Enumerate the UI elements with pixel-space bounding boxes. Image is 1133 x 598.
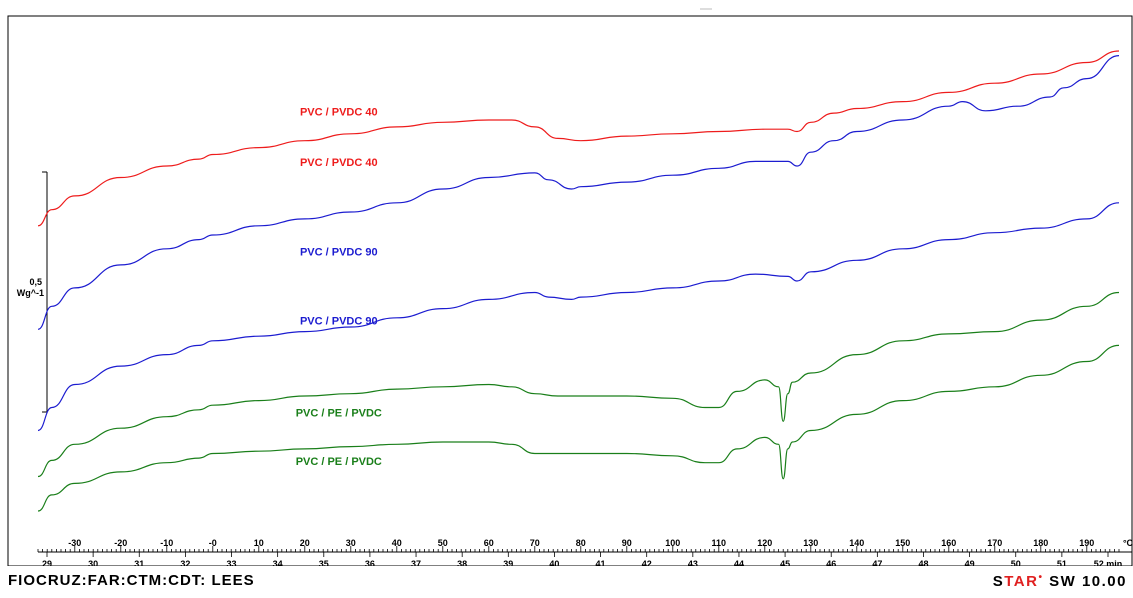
time-tick-label: 31 xyxy=(134,559,144,566)
time-tick-label: 32 xyxy=(180,559,190,566)
temp-tick-label: -20 xyxy=(114,538,127,548)
temp-tick-label: -10 xyxy=(160,538,173,548)
x-axis: -30 -20 -10 -0 10 20 30 40 50 60 70 80 90 100 110 120 13… xyxy=(37,538,1133,566)
time-tick-label: 36 xyxy=(365,559,375,566)
time-tick-label: 48 xyxy=(918,559,928,566)
curve-label-1: PVC / PVDC 40 xyxy=(300,106,378,118)
curve-label-6: PVC / PE / PVDC xyxy=(296,456,382,468)
curve-label-5: PVC / PE / PVDC xyxy=(296,408,382,420)
time-tick-label: 46 xyxy=(826,559,836,566)
dsc-curve-3 xyxy=(37,202,1120,432)
temp-tick-label: 170 xyxy=(987,538,1002,548)
scale-bar: 0,5 Wg^-1 xyxy=(17,171,48,413)
time-tick-label: 41 xyxy=(596,559,606,566)
temp-tick-label: 20 xyxy=(300,538,310,548)
temp-tick-label: 10 xyxy=(254,538,264,548)
time-tick-label: 30 xyxy=(88,559,98,566)
temp-tick-label: 150 xyxy=(895,538,910,548)
time-tick-label: 38 xyxy=(457,559,467,566)
dsc-curve-1 xyxy=(37,50,1120,227)
temp-tick-label: 30 xyxy=(346,538,356,548)
temp-tick-label: 40 xyxy=(392,538,402,548)
curve-label-3: PVC / PVDC 90 xyxy=(300,247,378,259)
time-tick-label: 35 xyxy=(319,559,329,566)
temp-tick-label: -30 xyxy=(68,538,81,548)
scale-bar-value: 0,5 xyxy=(29,277,42,287)
curve-label-2: PVC / PVDC 40 xyxy=(300,157,378,169)
temp-tick-label: 180 xyxy=(1033,538,1048,548)
temp-unit-label: °C xyxy=(1123,538,1133,548)
temp-tick-label: 90 xyxy=(622,538,632,548)
footer-star-dot: • xyxy=(1038,572,1044,583)
footer-star-red: TAR xyxy=(1004,573,1039,590)
temp-tick-label: 70 xyxy=(530,538,540,548)
curves xyxy=(37,50,1120,512)
curve-label-4: PVC / PVDC 90 xyxy=(300,316,378,328)
footer-star-suffix: SW 10.00 xyxy=(1043,573,1127,590)
temp-tick-label: 110 xyxy=(712,538,727,548)
time-tick-label: 44 xyxy=(734,559,744,566)
time-tick-label: 49 xyxy=(965,559,975,566)
time-tick-label: 50 xyxy=(1011,559,1021,566)
footer-lab-id: FIOCRUZ:FAR:CTM:CDT: LEES xyxy=(8,572,255,589)
temp-tick-label: 80 xyxy=(576,538,586,548)
time-tick-label: 47 xyxy=(872,559,882,566)
plot-frame xyxy=(7,15,1133,566)
time-tick-label: 45 xyxy=(780,559,790,566)
temp-tick-label: 130 xyxy=(803,538,818,548)
footer-software-version: STAR• SW 10.00 xyxy=(993,572,1127,590)
time-tick-label: 42 xyxy=(642,559,652,566)
temp-tick-label: -0 xyxy=(209,538,217,548)
time-tick-label: 34 xyxy=(273,559,283,566)
temp-tick-label: 190 xyxy=(1079,538,1094,548)
time-tick-label: 29 xyxy=(42,559,52,566)
dsc-curve-6 xyxy=(37,344,1120,512)
footer-star-prefix: S xyxy=(992,573,1005,590)
time-tick-label: 40 xyxy=(549,559,559,566)
dsc-curve-2 xyxy=(37,55,1120,330)
temp-tick-label: 140 xyxy=(849,538,864,548)
temp-tick-label: 50 xyxy=(438,538,448,548)
time-tick-label: 33 xyxy=(227,559,237,566)
temp-tick-label: 100 xyxy=(665,538,680,548)
time-tick-label: 51 xyxy=(1057,559,1067,566)
time-tick-label: 52 min xyxy=(1094,559,1123,566)
temp-tick-label: 160 xyxy=(941,538,956,548)
time-tick-label: 39 xyxy=(503,559,513,566)
scale-bar-unit: Wg^-1 xyxy=(17,288,44,298)
time-tick-label: 37 xyxy=(411,559,421,566)
dsc-curve-5 xyxy=(37,291,1120,478)
temp-tick-label: 60 xyxy=(484,538,494,548)
curve-labels: PVC / PVDC 40 PVC / PVDC 40 PVC / PVDC 90 P… xyxy=(296,106,382,468)
temp-tick-label: 120 xyxy=(757,538,772,548)
time-tick-label: 43 xyxy=(688,559,698,566)
